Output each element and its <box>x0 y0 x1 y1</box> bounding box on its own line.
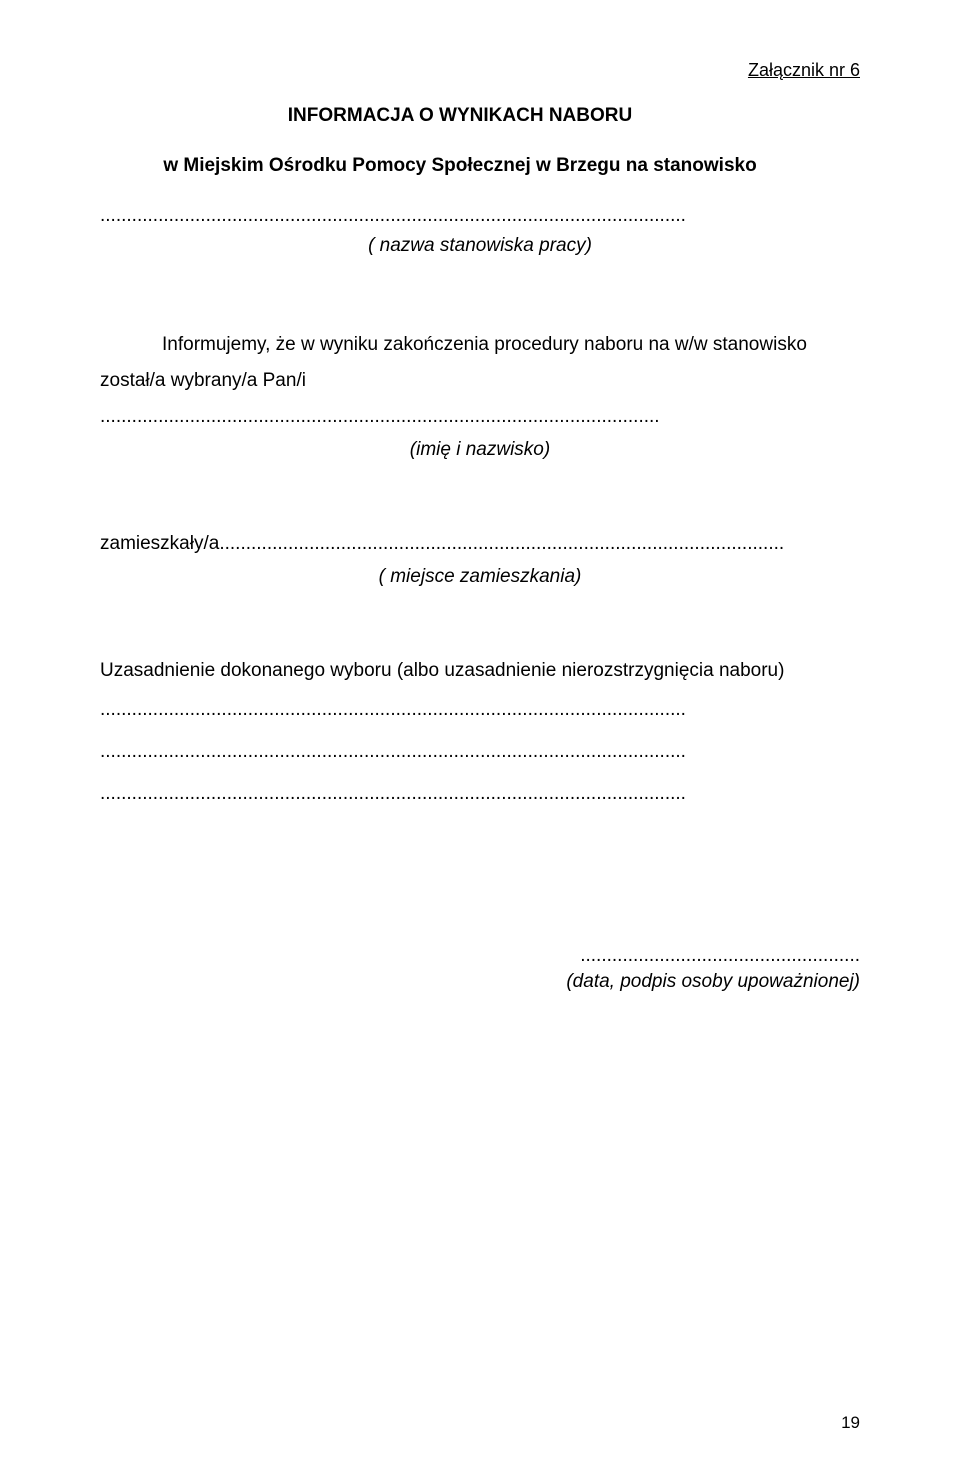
zamieszkaly-prefix: zamieszkały/a <box>100 533 219 554</box>
dotted-line-stanowisko: ........................................… <box>100 205 860 227</box>
attachment-label: Załącznik nr 6 <box>100 60 860 81</box>
body-line-2: został/a wybrany/a Pan/i ...............… <box>100 363 860 435</box>
dotted-line-uzasad-1: ........................................… <box>100 689 860 731</box>
document-subtitle: w Miejskim Ośrodku Pomocy Społecznej w B… <box>60 155 860 177</box>
dotted-line-uzasad-3: ........................................… <box>100 773 860 815</box>
signature-block: ........................................… <box>100 945 860 993</box>
body-line-2-prefix: został/a wybrany/a Pan/i <box>100 370 306 391</box>
zamieszkaly-line: zamieszkały/a...........................… <box>100 526 860 562</box>
signature-dotted-line: ........................................… <box>100 945 860 967</box>
miejsce-zamieszkania-label: ( miejsce zamieszkania) <box>100 566 860 588</box>
uzasadnienie-line: Uzasadnienie dokonanego wyboru (albo uza… <box>100 653 860 689</box>
dotted-line-zamieszkaly: ........................................… <box>219 533 784 554</box>
dotted-line-pani: ........................................… <box>100 406 660 427</box>
page-number: 19 <box>841 1413 860 1433</box>
body-line-1: Informujemy, że w wyniku zakończenia pro… <box>100 327 860 363</box>
nazwa-stanowiska-label: ( nazwa stanowiska pracy) <box>100 235 860 257</box>
document-title: INFORMACJA O WYNIKACH NABORU <box>60 105 860 127</box>
dotted-line-uzasad-2: ........................................… <box>100 731 860 773</box>
signature-label: (data, podpis osoby upoważnionej) <box>100 971 860 993</box>
imie-nazwisko-label: (imię i nazwisko) <box>100 439 860 461</box>
